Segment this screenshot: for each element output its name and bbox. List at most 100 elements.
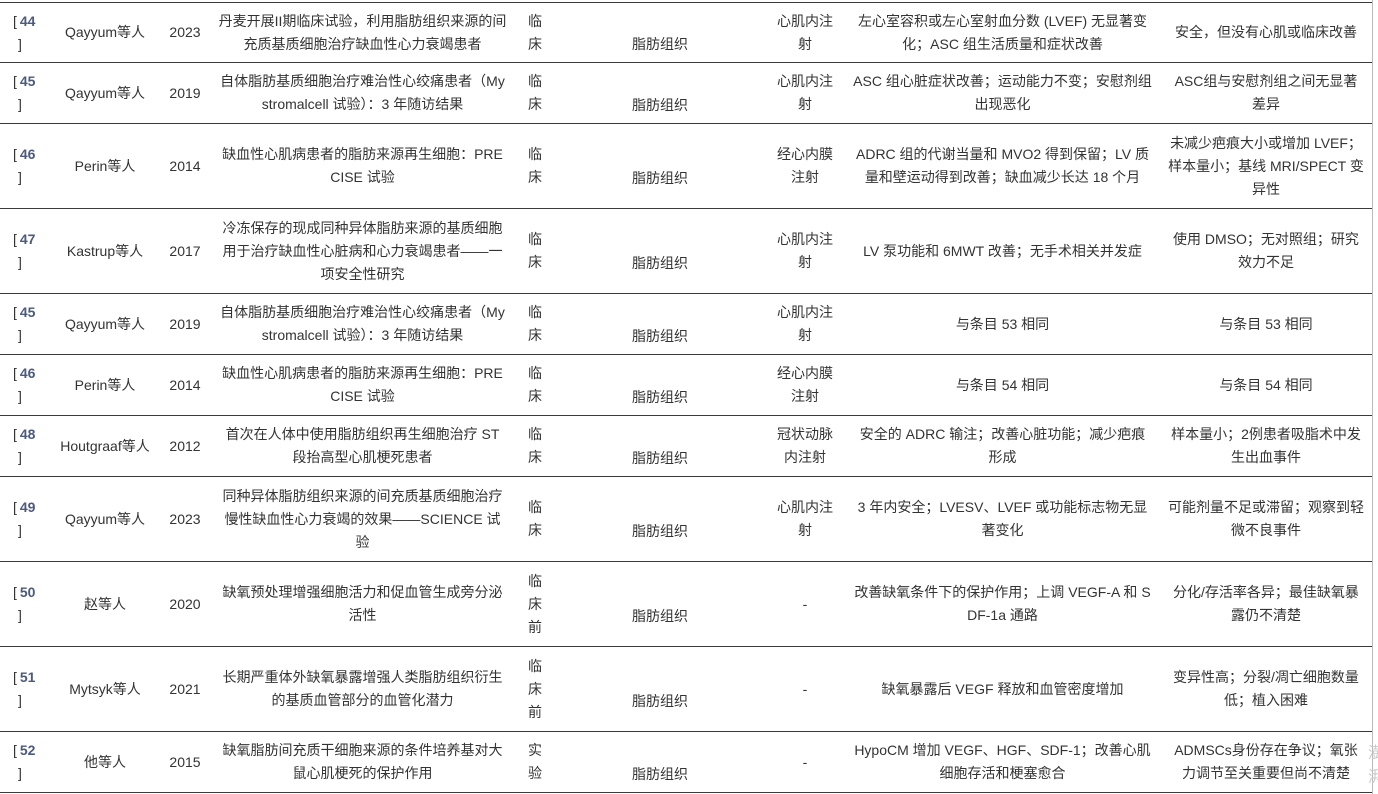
outcome-cell: 与条目 54 相同: [845, 354, 1160, 416]
limitations-cell: ASC组与安慰剂组之间无显著差异: [1160, 62, 1372, 124]
method-cell: -: [765, 731, 845, 793]
outcome-cell: HypoCM 增加 VEGF、HGF、SDF-1；改善心肌细胞存活和梗塞愈合: [845, 731, 1160, 793]
reference-link[interactable]: 52: [19, 742, 36, 758]
tissue-cell: 脂肪组织: [555, 561, 765, 647]
author-cell: 赵等人: [50, 561, 160, 647]
limitations-cell: 使用 DMSO；无对照组；研究效力不足: [1160, 208, 1372, 294]
tissue-cell: 脂肪组织: [555, 415, 765, 477]
limitations-cell: 分化/存活率各异；最佳缺氧暴露仍不清楚: [1160, 561, 1372, 647]
method-cell: 经心内膜注射: [765, 123, 845, 209]
limitations-cell: 安全，但没有心肌或临床改善: [1160, 2, 1372, 63]
reference-cell: [47]: [0, 208, 50, 294]
bracket-close: ]: [18, 607, 22, 623]
reference-cell: [49]: [0, 476, 50, 562]
reference-link[interactable]: 47: [19, 231, 36, 247]
outcome-cell: 安全的 ADRC 输注；改善心脏功能；减少疤痕形成: [845, 415, 1160, 477]
title-cell: 缺血性心肌病患者的脂肪来源再生细胞：PRECISE 试验: [210, 123, 515, 209]
author-cell: Perin等人: [50, 123, 160, 209]
method-cell: 心肌内注射: [765, 293, 845, 355]
outcome-cell: LV 泵功能和 6MWT 改善；无手术相关并发症: [845, 208, 1160, 294]
table-row: [51] Mytsyk等人 2021 长期严重体外缺氧暴露增强人类脂肪组织衍生的…: [0, 646, 1372, 732]
year-cell: 2014: [160, 123, 210, 209]
reference-cell: [44]: [0, 2, 50, 63]
right-border: [1372, 0, 1373, 794]
outcome-cell: 与条目 53 相同: [845, 293, 1160, 355]
reference-cell: [48]: [0, 415, 50, 477]
outcome-cell: ASC 组心脏症状改善；运动能力不变；安慰剂组出现恶化: [845, 62, 1160, 124]
study-type-cell: 临床前: [515, 561, 555, 647]
bracket-close: ]: [18, 692, 22, 708]
reference-link[interactable]: 51: [19, 669, 36, 685]
bracket-open: [: [13, 499, 17, 515]
bracket-open: [: [13, 742, 17, 758]
limitations-cell: 可能剂量不足或滞留；观察到轻微不良事件: [1160, 476, 1372, 562]
year-cell: 2015: [160, 731, 210, 793]
year-cell: 2021: [160, 646, 210, 732]
bracket-close: ]: [18, 765, 22, 781]
title-cell: 自体脂肪基质细胞治疗难治性心绞痛患者（Mystromalcell 试验）：3 年…: [210, 62, 515, 124]
bracket-open: [: [13, 12, 17, 29]
reference-cell: [52]: [0, 731, 50, 793]
study-type-cell: 临床: [515, 415, 555, 477]
author-cell: Qayyum等人: [50, 62, 160, 124]
reference-link[interactable]: 45: [19, 73, 36, 89]
limitations-cell: 未减少疤痕大小或增加 LVEF；样本量小；基线 MRI/SPECT 变异性: [1160, 123, 1372, 209]
year-cell: 2023: [160, 2, 210, 63]
limitations-cell: 与条目 54 相同: [1160, 354, 1372, 416]
study-type-cell: 临床: [515, 476, 555, 562]
bracket-open: [: [13, 584, 17, 600]
outcome-cell: 缺氧暴露后 VEGF 释放和血管密度增加: [845, 646, 1160, 732]
bracket-close: ]: [18, 522, 22, 538]
method-cell: -: [765, 646, 845, 732]
bracket-open: [: [13, 146, 17, 162]
limitations-cell: 与条目 53 相同: [1160, 293, 1372, 355]
year-cell: 2019: [160, 293, 210, 355]
method-cell: 心肌内注射: [765, 208, 845, 294]
bracket-close: ]: [18, 388, 22, 404]
title-cell: 自体脂肪基质细胞治疗难治性心绞痛患者（Mystromalcell 试验）：3 年…: [210, 293, 515, 355]
reference-cell: [45]: [0, 293, 50, 355]
watermark: 澎湃: [1368, 745, 1378, 786]
reference-cell: [45]: [0, 62, 50, 124]
year-cell: 2020: [160, 561, 210, 647]
title-cell: 首次在人体中使用脂肪组织再生细胞治疗 ST 段抬高型心肌梗死患者: [210, 415, 515, 477]
reference-cell: [51]: [0, 646, 50, 732]
reference-link[interactable]: 45: [19, 304, 36, 320]
method-cell: 心肌内注射: [765, 62, 845, 124]
tissue-cell: 脂肪组织: [555, 62, 765, 124]
tissue-cell: 脂肪组织: [555, 2, 765, 63]
limitations-cell: 样本量小；2例患者吸脂术中发生出血事件: [1160, 415, 1372, 477]
author-cell: 他等人: [50, 731, 160, 793]
title-cell: 同种异体脂肪组织来源的间充质基质细胞治疗慢性缺血性心力衰竭的效果——SCIENC…: [210, 476, 515, 562]
method-cell: 心肌内注射: [765, 476, 845, 562]
table-row: [49] Qayyum等人 2023 同种异体脂肪组织来源的间充质基质细胞治疗慢…: [0, 476, 1372, 562]
tissue-cell: 脂肪组织: [555, 646, 765, 732]
tissue-cell: 脂肪组织: [555, 293, 765, 355]
author-cell: Perin等人: [50, 354, 160, 416]
year-cell: 2012: [160, 415, 210, 477]
method-cell: 心肌内注射: [765, 2, 845, 63]
reference-link[interactable]: 49: [19, 499, 36, 515]
table-row: [46] Perin等人 2014 缺血性心肌病患者的脂肪来源再生细胞：PREC…: [0, 123, 1372, 209]
bracket-close: ]: [18, 96, 22, 112]
reference-link[interactable]: 46: [19, 365, 36, 381]
title-cell: 丹麦开展II期临床试验，利用脂肪组织来源的间充质基质细胞治疗缺血性心力衰竭患者: [210, 2, 515, 63]
reference-cell: [46]: [0, 354, 50, 416]
table-row: [46] Perin等人 2014 缺血性心肌病患者的脂肪来源再生细胞：PREC…: [0, 354, 1372, 416]
tissue-cell: 脂肪组织: [555, 476, 765, 562]
study-type-cell: 临床: [515, 123, 555, 209]
bracket-open: [: [13, 73, 17, 89]
reference-link[interactable]: 46: [19, 146, 36, 162]
author-cell: Qayyum等人: [50, 476, 160, 562]
title-cell: 长期严重体外缺氧暴露增强人类脂肪组织衍生的基质血管部分的血管化潜力: [210, 646, 515, 732]
reference-link[interactable]: 44: [19, 12, 36, 29]
method-cell: -: [765, 561, 845, 647]
title-cell: 缺血性心肌病患者的脂肪来源再生细胞：PRECISE 试验: [210, 354, 515, 416]
author-cell: Houtgraaf等人: [50, 415, 160, 477]
reference-cell: [46]: [0, 123, 50, 209]
reference-link[interactable]: 50: [19, 584, 36, 600]
table-row: [44] Qayyum等人 2023 丹麦开展II期临床试验，利用脂肪组织来源的…: [0, 2, 1372, 63]
reference-link[interactable]: 48: [19, 426, 36, 442]
title-cell: 冷冻保存的现成同种异体脂肪来源的基质细胞用于治疗缺血性心脏病和心力衰竭患者——一…: [210, 208, 515, 294]
